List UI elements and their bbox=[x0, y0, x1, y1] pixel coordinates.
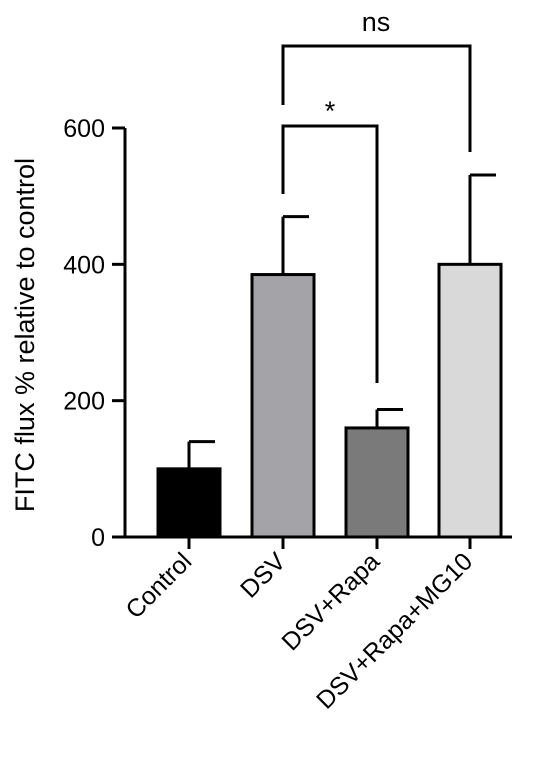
bar bbox=[156, 467, 222, 539]
bracket-dsv-vs-rapa bbox=[281, 124, 379, 383]
significance-ns: ns bbox=[362, 7, 391, 37]
bar bbox=[344, 426, 410, 539]
bracket-dsv-vs-mg10 bbox=[281, 44, 472, 152]
y-tick-label: 600 bbox=[63, 115, 105, 143]
category-label: DSV bbox=[235, 547, 291, 603]
error-bars bbox=[187, 173, 496, 469]
y-tick-label: 200 bbox=[63, 388, 105, 416]
y-tick-label: 0 bbox=[91, 524, 105, 552]
y-tick-label: 400 bbox=[63, 251, 105, 279]
category-label: DSV+Rapa+MG10 bbox=[311, 547, 478, 714]
bar bbox=[250, 273, 316, 539]
y-axis-label: FITC flux % relative to control bbox=[10, 158, 40, 512]
significance-star: * bbox=[325, 96, 336, 126]
category-label: Control bbox=[120, 547, 197, 624]
significance-brackets: * ns bbox=[281, 7, 472, 383]
bars bbox=[156, 262, 503, 539]
bar bbox=[437, 262, 503, 539]
